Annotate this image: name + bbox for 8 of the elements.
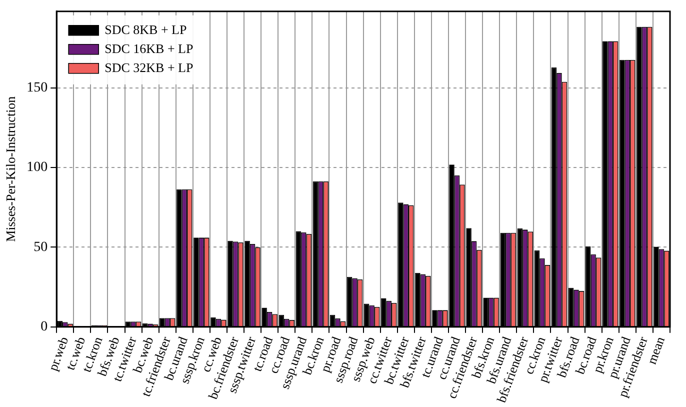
y-axis-title: Misses-Per-Kilo-Instruction xyxy=(3,96,18,242)
legend-label: SDC 32KB + LP xyxy=(104,60,194,75)
y-tick-label: 150 xyxy=(26,80,48,96)
y-tick-label: 50 xyxy=(34,240,48,255)
y-tick-label: 0 xyxy=(40,320,48,335)
legend-label: SDC 8KB + LP xyxy=(104,22,187,37)
y-tick-label: 100 xyxy=(26,160,48,176)
legend-label: SDC 16KB + LP xyxy=(104,40,194,56)
